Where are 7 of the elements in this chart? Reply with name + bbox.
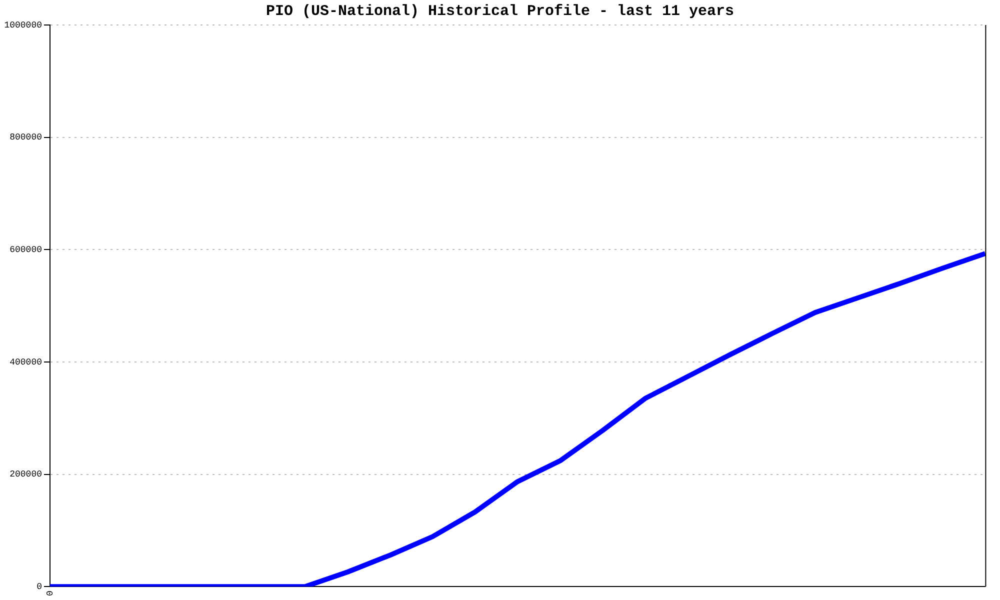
chart-title: PIO (US-National) Historical Profile - last 11 years (264, 3, 736, 20)
y-tick-label: 800000 (10, 132, 42, 143)
y-tick-label: 200000 (10, 470, 42, 480)
y-tick-label: 600000 (10, 245, 42, 256)
y-tick-label: 0 (36, 582, 42, 592)
y-tick-label: 400000 (10, 357, 42, 368)
y-tick-label: 1000000 (4, 20, 42, 30)
